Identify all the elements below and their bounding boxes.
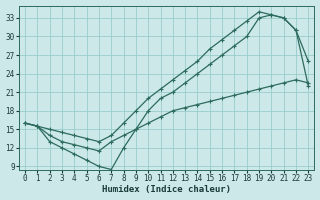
X-axis label: Humidex (Indice chaleur): Humidex (Indice chaleur) (102, 185, 231, 194)
